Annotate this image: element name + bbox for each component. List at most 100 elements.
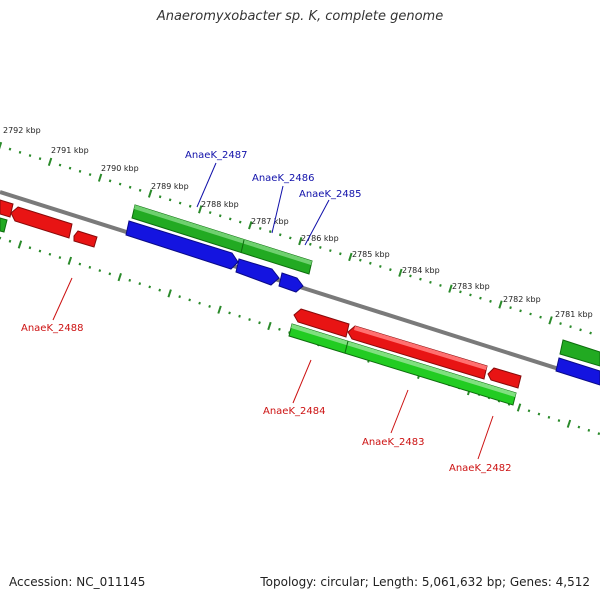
scale-minor-tick bbox=[469, 293, 472, 297]
scale-minor-tick bbox=[228, 217, 232, 221]
scale-minor-tick bbox=[128, 278, 132, 282]
scale-minor-tick bbox=[569, 325, 572, 329]
scale-minor-tick bbox=[557, 419, 561, 422]
scale-minor-tick bbox=[309, 242, 312, 246]
scale-minor-tick bbox=[88, 173, 92, 177]
feature-blue-3[interactable] bbox=[278, 272, 304, 293]
leader-line bbox=[196, 162, 217, 208]
leader-line bbox=[304, 199, 330, 246]
scale-major-tick bbox=[548, 316, 553, 325]
scale-minor-tick bbox=[148, 285, 152, 289]
gene-label-anaek-2487[interactable]: AnaeK_2487 bbox=[185, 150, 247, 161]
scale-minor-tick bbox=[429, 280, 432, 284]
scale-major-tick bbox=[516, 403, 522, 412]
scale-minor-tick bbox=[8, 239, 12, 243]
scale-minor-tick bbox=[579, 328, 582, 332]
gene-green-offscreen-left[interactable] bbox=[0, 217, 8, 233]
feature-blue-2[interactable] bbox=[235, 258, 280, 286]
scale-minor-tick bbox=[158, 288, 162, 292]
scale-minor-tick bbox=[248, 318, 251, 321]
scale-major-tick bbox=[17, 240, 23, 249]
accession-text: Accession: NC_011145 bbox=[9, 575, 146, 589]
scale-minor-tick bbox=[278, 233, 282, 237]
scale-minor-tick bbox=[329, 249, 332, 253]
scale-minor-tick bbox=[208, 211, 212, 215]
scale-minor-tick bbox=[597, 432, 600, 436]
scale-label: 2790 kbp bbox=[101, 164, 139, 173]
scale-label: 2787 kbp bbox=[251, 217, 289, 226]
gene-green-offscreen-right[interactable] bbox=[559, 339, 600, 367]
gene-red-left-1[interactable] bbox=[10, 206, 73, 239]
scale-minor-tick bbox=[228, 311, 231, 315]
scale-minor-tick bbox=[547, 415, 551, 419]
scale-minor-tick bbox=[58, 163, 62, 167]
scale-minor-tick bbox=[359, 258, 362, 262]
scale-minor-tick bbox=[527, 409, 531, 413]
feature-blue-offscreen-right[interactable] bbox=[555, 357, 600, 386]
scale-minor-tick bbox=[537, 412, 541, 416]
scale-minor-tick bbox=[8, 147, 12, 151]
gene-label-anaek-2483[interactable]: AnaeK_2483 bbox=[362, 437, 424, 448]
scale-major-tick bbox=[67, 256, 73, 265]
gene-highlight bbox=[134, 205, 312, 265]
scale-minor-tick bbox=[188, 204, 192, 208]
gene-red-reverse-1[interactable] bbox=[293, 308, 350, 338]
scale-minor-tick bbox=[138, 188, 142, 192]
scale-label: 2786 kbp bbox=[301, 234, 339, 243]
scale-minor-tick bbox=[288, 236, 292, 240]
scale-major-tick bbox=[348, 252, 353, 262]
scale-major-tick bbox=[448, 284, 453, 293]
scale-minor-tick bbox=[238, 220, 242, 224]
scale-minor-tick bbox=[48, 252, 52, 256]
gene-red-reverse-3[interactable] bbox=[487, 367, 522, 389]
leader-line bbox=[52, 277, 73, 321]
scale-minor-tick bbox=[218, 214, 222, 218]
scale-minor-tick bbox=[88, 265, 92, 269]
scale-minor-tick bbox=[268, 230, 272, 233]
scale-major-tick bbox=[167, 289, 172, 298]
scale-minor-tick bbox=[58, 256, 62, 260]
scale-minor-tick bbox=[178, 201, 182, 205]
scale-major-tick bbox=[217, 305, 222, 314]
scale-minor-tick bbox=[18, 150, 22, 154]
gene-label-anaek-2482[interactable]: AnaeK_2482 bbox=[449, 463, 511, 474]
leader-line bbox=[390, 389, 409, 434]
feature-blue-1[interactable] bbox=[125, 220, 239, 270]
scale-minor-tick bbox=[38, 157, 42, 161]
gene-highlight bbox=[354, 326, 487, 370]
scale-major-tick bbox=[47, 157, 53, 167]
scale-minor-tick bbox=[98, 269, 102, 273]
gene-highlight bbox=[291, 324, 516, 397]
scale-label: 2782 kbp bbox=[503, 295, 541, 304]
scale-label: 2788 kbp bbox=[201, 200, 239, 209]
scale-minor-tick bbox=[138, 282, 142, 286]
gene-label-anaek-2485[interactable]: AnaeK_2485 bbox=[299, 189, 361, 200]
scale-minor-tick bbox=[587, 428, 591, 432]
upper-scale-track bbox=[0, 141, 592, 335]
scale-minor-tick bbox=[28, 154, 32, 157]
scale-minor-tick bbox=[208, 304, 211, 308]
scale-major-tick bbox=[298, 236, 303, 246]
scale-major-tick bbox=[498, 300, 503, 309]
scale-major-tick bbox=[398, 268, 403, 277]
scale-minor-tick bbox=[158, 195, 162, 199]
scale-minor-tick bbox=[577, 425, 581, 429]
scale-minor-tick bbox=[28, 246, 32, 250]
gene-red-offscreen-left[interactable] bbox=[0, 199, 14, 218]
gene-label-anaek-2486[interactable]: AnaeK_2486 bbox=[252, 173, 314, 184]
gene-label-anaek-2484[interactable]: AnaeK_2484 bbox=[263, 406, 325, 417]
scale-minor-tick bbox=[118, 182, 122, 186]
scale-minor-tick bbox=[168, 198, 172, 202]
leader-line bbox=[271, 185, 284, 234]
scale-label: 2781 kbp bbox=[555, 310, 593, 319]
scale-minor-tick bbox=[108, 272, 112, 276]
scale-minor-tick bbox=[68, 166, 72, 170]
scale-minor-tick bbox=[258, 321, 261, 325]
scale-major-tick bbox=[0, 141, 3, 150]
scale-label: 2783 kbp bbox=[452, 282, 490, 291]
scale-major-tick bbox=[97, 173, 103, 182]
gene-label-anaek-2488[interactable]: AnaeK_2488 bbox=[21, 323, 83, 334]
scale-major-tick bbox=[198, 205, 203, 214]
gene-red-left-2[interactable] bbox=[73, 230, 98, 248]
scale-major-tick bbox=[267, 321, 272, 331]
